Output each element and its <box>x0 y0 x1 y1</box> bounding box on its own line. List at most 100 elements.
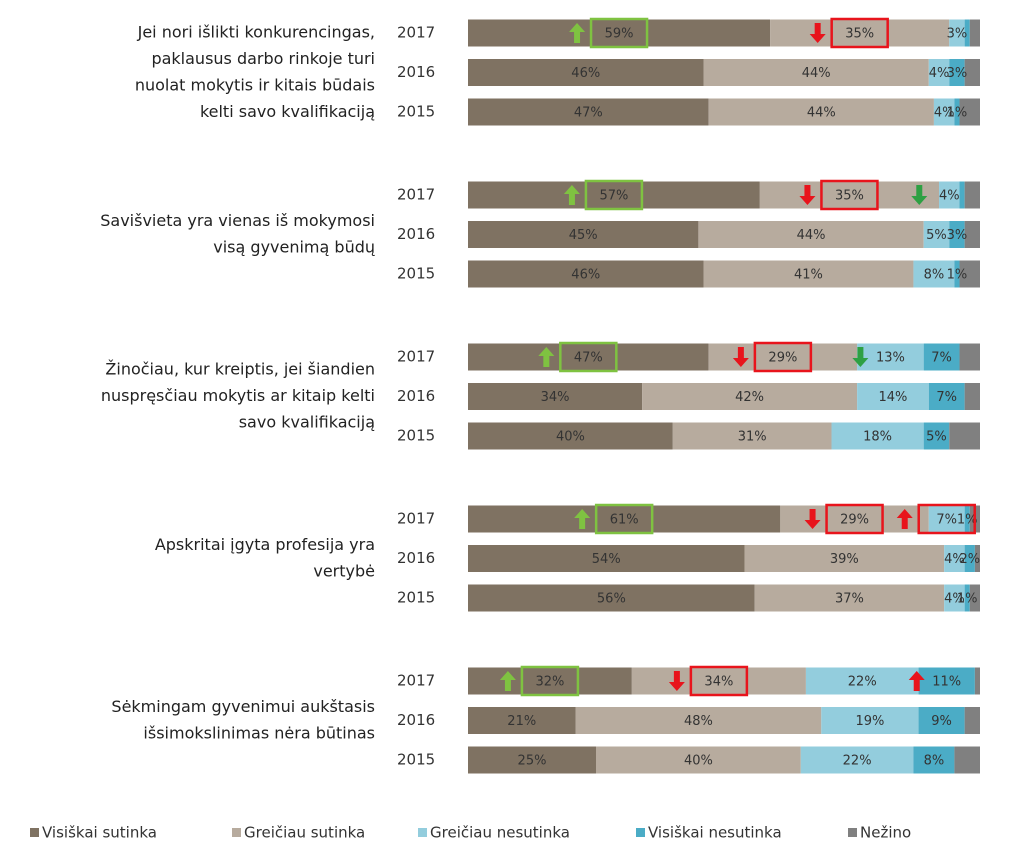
legend-label: Visiškai nesutinka <box>648 824 782 842</box>
change-arrow <box>809 23 826 43</box>
bar-segment <box>964 584 970 612</box>
group-label: savo kvalifikaciją <box>239 413 375 432</box>
value-label: 3% <box>947 27 968 42</box>
bar-segment <box>831 422 924 450</box>
year-label: 2017 <box>397 348 435 366</box>
bar-segment <box>954 98 960 126</box>
year-label: 2017 <box>397 510 435 528</box>
change-arrow <box>911 185 928 205</box>
change-arrow <box>908 671 925 691</box>
value-label: 57% <box>599 189 628 204</box>
bar-segment <box>959 260 980 288</box>
change-arrow <box>799 185 816 205</box>
value-label: 44% <box>797 228 826 243</box>
value-label: 35% <box>835 189 864 204</box>
year-label: 2015 <box>397 103 435 121</box>
bar-segment <box>974 545 980 572</box>
value-label: 45% <box>569 228 598 243</box>
bar-segment <box>468 545 745 572</box>
value-label: 13% <box>876 351 905 366</box>
legend-swatch <box>848 828 857 837</box>
legend-label: Visiškai sutinka <box>42 824 157 842</box>
year-label: 2017 <box>397 24 435 42</box>
bar-segment <box>959 343 980 371</box>
bar-segment <box>631 667 806 695</box>
bar-segment <box>923 422 950 450</box>
bar-segment <box>468 707 576 734</box>
value-label: 42% <box>735 390 764 405</box>
year-label: 2016 <box>397 549 435 567</box>
year-label: 2016 <box>397 387 435 405</box>
bar-segment <box>754 584 945 612</box>
change-arrow <box>804 509 821 529</box>
value-label: 32% <box>535 675 564 690</box>
legend-swatch <box>636 828 645 837</box>
bar-segment <box>964 707 980 734</box>
bar-segment <box>964 181 980 209</box>
value-label: 48% <box>684 714 713 729</box>
bar-segment <box>949 221 965 248</box>
bar-segment <box>468 59 704 86</box>
group-label: nuolat mokytis ir kitais būdais <box>135 75 375 94</box>
highlight-box <box>559 341 618 373</box>
value-label: 1% <box>957 592 978 607</box>
bar-segment <box>944 584 965 612</box>
year-label: 2016 <box>397 711 435 729</box>
value-label: 22% <box>843 754 872 769</box>
value-label: 4% <box>944 552 965 567</box>
value-label: 14% <box>879 390 908 405</box>
bar-segment <box>959 181 965 209</box>
bar-segment <box>939 181 960 209</box>
bar-segment <box>468 422 673 450</box>
value-label: 61% <box>610 513 639 528</box>
value-label: 25% <box>518 754 547 769</box>
bar-segment <box>672 422 832 450</box>
value-label: 40% <box>684 754 713 769</box>
bar-segment <box>964 221 980 248</box>
value-label: 4% <box>944 592 965 607</box>
bar-segment <box>857 343 924 371</box>
group-label: Apskritai įgyta profesija yra <box>155 535 375 554</box>
value-label: 39% <box>830 552 859 567</box>
value-label: 5% <box>926 228 947 243</box>
bar-segment <box>969 19 980 47</box>
bar-segment <box>703 59 929 86</box>
value-label: 8% <box>924 268 945 283</box>
value-label: 2% <box>959 552 980 567</box>
group-label: vertybė <box>313 561 375 580</box>
year-label: 2017 <box>397 672 435 690</box>
value-label: 21% <box>507 714 536 729</box>
year-label: 2017 <box>397 186 435 204</box>
bar-segment <box>708 343 858 371</box>
bar-segment <box>468 343 709 371</box>
value-label: 31% <box>738 430 767 445</box>
bar-segment <box>949 59 965 86</box>
bar-segment <box>928 59 950 86</box>
bar-segment <box>575 707 822 734</box>
year-label: 2015 <box>397 265 435 283</box>
year-label: 2015 <box>397 751 435 769</box>
value-label: 3% <box>947 228 968 243</box>
value-label: 19% <box>855 714 884 729</box>
highlight-box <box>689 665 749 697</box>
group-label: Jei nori išlikti konkurencingas, <box>137 22 375 41</box>
change-arrow <box>563 185 580 205</box>
bar-segment <box>923 343 960 371</box>
highlight-box <box>753 341 813 373</box>
highlight-box <box>589 17 649 49</box>
bar-segment <box>468 667 632 695</box>
value-label: 1% <box>947 106 968 121</box>
legend-swatch <box>30 828 39 837</box>
bar-segment <box>949 19 965 47</box>
highlight-box <box>584 179 644 211</box>
bar-segment <box>596 746 801 774</box>
bar-segment <box>468 98 709 126</box>
bar-segment <box>964 545 975 572</box>
change-arrow <box>574 509 591 529</box>
bar-segment <box>954 746 980 774</box>
bar-segment <box>770 19 950 47</box>
bar-segment <box>918 707 965 734</box>
value-label: 34% <box>541 390 570 405</box>
group-label: Savišvieta yra vienas iš mokymosi <box>100 211 375 230</box>
value-label: 41% <box>794 268 823 283</box>
